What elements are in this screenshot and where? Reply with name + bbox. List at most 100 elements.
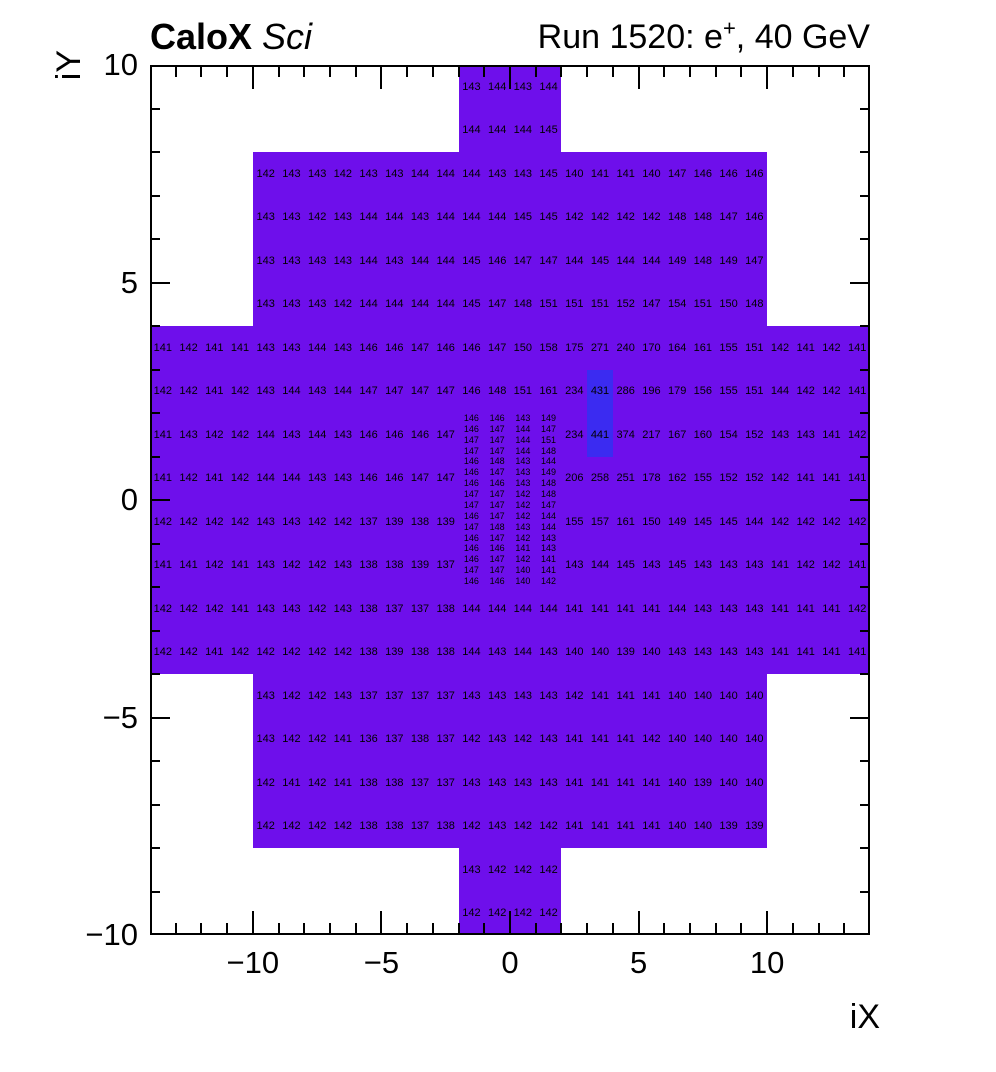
axis-tick [586, 65, 589, 77]
cell-value: 155 [693, 472, 713, 485]
cell-value: 143 [282, 428, 301, 441]
cell-value: 141 [230, 602, 250, 615]
cell-value: 374 [616, 428, 635, 441]
axis-tick [200, 923, 203, 935]
cell-value: 139 [693, 776, 713, 789]
cell-value: 144 [539, 602, 558, 615]
axis-tick [843, 923, 846, 935]
cell-value: 141 [822, 646, 841, 659]
detector-block [150, 326, 870, 674]
cell-value: 138 [410, 515, 430, 528]
cell-value: 142 [616, 211, 635, 224]
cell-value: 154 [719, 428, 738, 441]
axis-tick [637, 911, 640, 935]
cell-value: 142 [205, 559, 224, 572]
cell-value: 145 [590, 254, 610, 267]
axis-tick [689, 923, 691, 935]
fine-cell-value: 141 [541, 554, 557, 565]
cell-value: 142 [822, 341, 841, 354]
x-tick-label: −5 [363, 945, 400, 980]
cell-value: 141 [847, 646, 867, 659]
y-tick-label: −5 [102, 699, 138, 735]
cell-value: 147 [745, 254, 764, 267]
cell-value: 143 [487, 167, 507, 180]
fine-cell-value: 147 [489, 510, 505, 521]
cell-value: 441 [590, 428, 610, 441]
cell-value: 151 [590, 298, 610, 311]
cell-value: 143 [333, 341, 353, 354]
cell-value: 137 [436, 689, 455, 702]
cell-value: 141 [616, 776, 635, 789]
cell-value: 142 [796, 559, 815, 572]
cell-value: 143 [385, 167, 404, 180]
fine-cell-value: 143 [515, 456, 531, 467]
cell-value: 142 [256, 820, 275, 833]
cell-value: 143 [513, 689, 533, 702]
cell-value: 142 [462, 820, 481, 833]
cell-value: 138 [385, 559, 404, 572]
cell-value: 142 [333, 820, 353, 833]
cell-value: 175 [565, 341, 584, 354]
cell-value: 143 [256, 689, 275, 702]
run-label: Run 1520: e+, 40 GeV [537, 17, 870, 57]
cell-value: 144 [359, 254, 378, 267]
cell-value: 148 [513, 298, 533, 311]
cell-value: 144 [436, 298, 455, 311]
fine-cell-value: 147 [489, 565, 505, 576]
axis-tick [860, 325, 870, 327]
axis-tick [843, 65, 846, 77]
fine-cell-value: 140 [515, 565, 531, 576]
fine-cell-value: 146 [489, 412, 505, 423]
axis-tick [150, 238, 160, 240]
x-tick-label: 10 [749, 945, 785, 980]
cell-value: 142 [153, 515, 173, 528]
cell-value: 151 [539, 298, 558, 311]
cell-value: 142 [205, 602, 224, 615]
cell-value: 146 [359, 428, 378, 441]
cell-value: 143 [719, 602, 738, 615]
cell-value: 142 [307, 515, 327, 528]
cell-value: 141 [590, 167, 610, 180]
cell-value: 142 [153, 385, 173, 398]
axis-tick [150, 542, 160, 545]
cell-value: 142 [847, 602, 867, 615]
cell-value: 143 [719, 646, 738, 659]
cell-value: 146 [436, 341, 455, 354]
axis-tick [457, 923, 460, 935]
fine-cell-value: 149 [541, 412, 557, 423]
cell-value: 142 [770, 515, 790, 528]
run-label-prefix: Run 1520: e [537, 18, 723, 56]
cell-value: 154 [667, 298, 687, 311]
cell-value: 140 [590, 646, 610, 659]
fine-cell-value: 147 [489, 532, 505, 543]
cell-value: 141 [822, 602, 841, 615]
fine-cell-value: 147 [489, 489, 505, 500]
cell-value: 144 [256, 428, 275, 441]
cell-value: 141 [153, 341, 173, 354]
cell-value: 157 [590, 515, 610, 528]
cell-value: 142 [179, 341, 198, 354]
cell-value: 140 [745, 733, 764, 746]
cell-value: 148 [667, 211, 687, 224]
cell-value: 138 [359, 559, 378, 572]
cell-value: 147 [539, 254, 558, 267]
cell-value: 145 [539, 124, 558, 137]
cell-value: 138 [436, 602, 455, 615]
cell-value: 141 [205, 646, 224, 659]
axis-tick [354, 923, 357, 935]
cell-value: 150 [513, 341, 533, 354]
cell-value: 149 [667, 254, 687, 267]
fine-cell-value: 148 [489, 456, 505, 467]
cell-value: 144 [256, 472, 275, 485]
cell-value: 143 [719, 559, 738, 572]
cell-value: 143 [745, 646, 764, 659]
cell-value: 143 [256, 602, 275, 615]
cell-value: 142 [282, 559, 301, 572]
cell-value: 143 [487, 689, 507, 702]
axis-tick [150, 455, 160, 458]
cell-value: 143 [539, 733, 558, 746]
y-tick-label: 10 [103, 47, 138, 82]
cell-value: 141 [590, 689, 610, 702]
cell-value: 142 [513, 733, 533, 746]
cell-value: 141 [847, 559, 867, 572]
